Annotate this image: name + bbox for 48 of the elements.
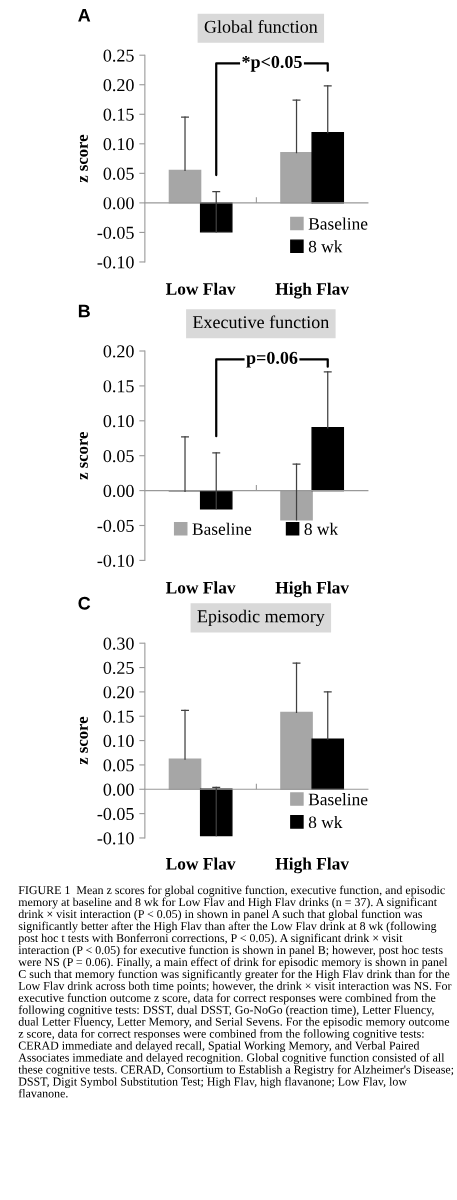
y-axis-title: z score xyxy=(79,134,88,183)
y-tick-label: -0.05 xyxy=(97,519,134,533)
y-tick-label: 0.20 xyxy=(103,345,134,358)
chart-title: Episodic memory xyxy=(197,609,325,627)
y-tick-label: 0.25 xyxy=(103,49,134,62)
text: FIGURE 1 Mean z scores for global cognitive function, executive function, and episodic memory at baseline and 8 wk for Low Flav and High Flav drinks (n = 37). A significant drink × visit interaction (P < 0.05) in shown in panel A such that global function was significantly better after the High Flav than after the Low Flav drink at 8 wk (following post hoc t tests with Bonferroni corrections, P < 0.05). A significant drink × visit interaction (P < 0.05) for executive function is shown in panel B; however, post hoc tests were NS (P = 0.06). Finally, a main effect of drink for episodic memory is shown in panel C such that memory function was significantly greater for the High Flav drink than for the Low Flav drink across both time points; however, the drink × visit interaction was NS. For executive function outcome z score, data for correct responses were combined from the following cognitive tests: DSST, dual DSST, Go-NoGo (reaction time), Letter Fluency, dual Letter Fluency, Letter Memory, and Serial Sevens. For the episodic memory outcome z score, data for correct responses were combined from the following cognitive tests: CERAD immediate and delayed recall, Spatial Working Memory, and Verbal Paired Associates immediate and delayed recognition. Global cognitive function consisted of all these cognitive tests. CERAD, Consortium to Establish a Registry for Alzheimer's Disease; DSST, Digit Symbol Substitution Test; High Flav, high flavanone; Low Flav, low flavanone. xyxy=(18,885,454,1098)
y-tick-label: 0.20 xyxy=(103,686,134,699)
y-tick-label: -0.05 xyxy=(97,226,134,239)
y-tick-label: -0.10 xyxy=(97,832,134,845)
legend-label: Baseline xyxy=(308,793,368,806)
y-tick-label: 0.00 xyxy=(103,484,134,498)
y-tick-label: 0.05 xyxy=(103,167,134,180)
text: A xyxy=(78,9,91,22)
y-axis-title: z score xyxy=(79,431,88,480)
text: B xyxy=(78,304,90,318)
y-tick-label: 0.30 xyxy=(103,637,134,650)
annotation: p=0.06 xyxy=(246,351,298,368)
y-axis-title: z score xyxy=(79,716,88,765)
x-tick-label: Low Flav xyxy=(165,282,236,295)
y-tick-label: 0.10 xyxy=(103,138,134,151)
annotation: *p<0.05 xyxy=(242,55,302,72)
x-tick-label: High Flav xyxy=(275,581,350,598)
x-tick-label: High Flav xyxy=(275,282,350,299)
x-tick-label: Low Flav xyxy=(165,581,236,594)
chart-title: Global function xyxy=(204,19,318,33)
y-tick-label: 0.00 xyxy=(103,197,134,210)
legend-label: 8 wk xyxy=(304,522,339,535)
y-tick-label: -0.10 xyxy=(97,554,134,567)
x-tick-label: Low Flav xyxy=(165,857,236,870)
y-tick-label: 0.10 xyxy=(103,415,134,428)
y-tick-label: 0.00 xyxy=(103,783,134,796)
y-tick-label: 0.15 xyxy=(103,108,134,121)
y-tick-label: 0.05 xyxy=(103,759,134,772)
chart-title: Executive function xyxy=(192,315,329,329)
y-tick-label: 0.15 xyxy=(103,710,134,723)
y-tick-label: 0.05 xyxy=(103,449,134,463)
legend-label: 8 wk xyxy=(308,815,343,829)
y-tick-label: 0.10 xyxy=(103,734,134,748)
x-tick-label: High Flav xyxy=(275,857,350,874)
y-tick-label: -0.10 xyxy=(97,256,134,269)
y-tick-label: 0.25 xyxy=(103,661,134,675)
legend-label: Baseline xyxy=(192,522,252,535)
y-tick-label: 0.15 xyxy=(103,380,134,393)
legend-label: Baseline xyxy=(308,217,368,230)
legend-label: 8 wk xyxy=(308,240,343,253)
text: C xyxy=(78,596,91,610)
y-tick-label: -0.05 xyxy=(97,807,134,821)
y-tick-label: 0.20 xyxy=(103,78,134,92)
